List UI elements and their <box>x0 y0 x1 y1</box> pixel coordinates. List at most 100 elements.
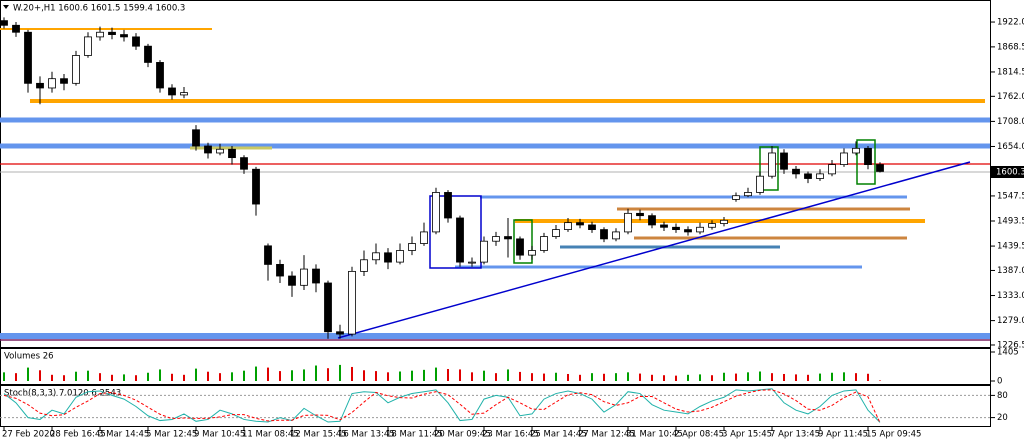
volume-bar <box>687 374 689 381</box>
main-pane <box>0 0 991 348</box>
volume-bar <box>759 371 761 381</box>
volume-bar <box>699 374 701 381</box>
volume-bar <box>435 367 437 381</box>
candle-body <box>744 192 752 197</box>
volume-bar <box>795 374 797 381</box>
candle-body <box>636 212 644 217</box>
volume-bar <box>783 373 785 381</box>
candle-body <box>624 212 632 233</box>
candle-body <box>36 82 44 89</box>
trend-line <box>337 161 971 339</box>
candle-body <box>336 331 344 335</box>
candle-body <box>528 250 536 256</box>
volume-bar <box>255 366 257 381</box>
candle-body <box>276 264 284 277</box>
candle-body <box>504 236 512 240</box>
volume-bar <box>471 372 473 381</box>
candle-body <box>48 78 56 89</box>
x-tick-label: 15 Apr 09:45 <box>866 430 921 440</box>
x-tick-label: 25 Mar 14:45 <box>530 430 587 440</box>
candle-body <box>828 164 836 175</box>
stoch-line <box>3 388 881 423</box>
stoch-pane <box>0 385 991 427</box>
candle-body <box>864 147 872 165</box>
collapse-icon[interactable] <box>3 5 9 9</box>
volume-bar <box>543 373 545 381</box>
volume-bar <box>579 374 581 381</box>
y-tick-label: 80 <box>997 391 1008 401</box>
candle-body <box>60 78 68 84</box>
volume-bar <box>591 373 593 381</box>
candle-body <box>672 226 680 230</box>
volume-bar <box>831 372 833 381</box>
candle-body <box>852 147 860 154</box>
candle-body <box>540 236 548 251</box>
volume-bar <box>411 370 413 381</box>
x-tick-label: 3 Apr 15:45 <box>722 430 772 440</box>
volume-bar <box>183 374 185 381</box>
candle-body <box>144 45 152 63</box>
volume-bar <box>51 374 53 381</box>
annotations <box>0 28 990 341</box>
candle-body <box>132 36 140 47</box>
candle-body <box>792 168 800 175</box>
candle-body <box>12 24 20 33</box>
box <box>856 139 876 185</box>
candle-body <box>456 217 464 263</box>
y-tick-label: 1814.5 <box>997 67 1024 77</box>
volume-bar <box>147 372 149 381</box>
y-tick-label: 1547.5 <box>997 191 1024 201</box>
volume-bar <box>867 373 869 381</box>
volume-bar <box>135 375 137 381</box>
volume-bar <box>315 365 317 381</box>
y-tick-label: 1868.5 <box>997 42 1024 52</box>
volume-bar <box>423 369 425 381</box>
volume-bar <box>111 374 113 381</box>
x-tick-label: 5 Mar 12:45 <box>146 430 197 440</box>
volume-bar <box>99 373 101 381</box>
x-tick-label: 27 Mar 12:45 <box>578 430 635 440</box>
candle-body <box>96 31 104 38</box>
candle-body <box>324 282 332 333</box>
x-tick-label: 12 Mar 15:45 <box>290 430 347 440</box>
candle-body <box>348 270 356 335</box>
x-tick-label: 2 Apr 08:45 <box>674 430 724 440</box>
candle-body <box>180 92 188 96</box>
stoch-title: Stoch(8,3,3) 7.0120 6.2543 <box>4 389 121 399</box>
y-tick-label: 1405 <box>997 348 1019 358</box>
x-tick-label: 3 Mar 14:45 <box>98 430 149 440</box>
y-tick-label: 1762.0 <box>997 92 1024 102</box>
price-label-box <box>991 166 1024 178</box>
candle-body <box>588 224 596 230</box>
volume-bar <box>279 371 281 381</box>
candle-body <box>216 148 224 154</box>
box <box>429 195 482 269</box>
candle-body <box>264 245 272 265</box>
volume-bar <box>483 370 485 381</box>
candle-body <box>780 152 788 170</box>
candle-body <box>576 222 584 226</box>
candle-body <box>696 226 704 233</box>
volume-bar <box>735 373 737 381</box>
candle-body <box>108 31 116 35</box>
x-tick-label: 9 Apr 11:45 <box>818 430 868 440</box>
volume-bar <box>39 370 41 381</box>
volume-bar <box>327 368 329 381</box>
candle-body <box>564 222 572 230</box>
volume-pane <box>0 348 991 385</box>
x-tick-label: 27 Feb 2020 <box>2 430 55 440</box>
candle-body <box>840 152 848 165</box>
box <box>513 219 533 264</box>
stoch-line <box>3 389 881 423</box>
candle-body <box>660 224 668 228</box>
volume-bar <box>663 375 665 381</box>
volume-bar <box>351 366 353 381</box>
x-tick-label: 23 Mar 16:45 <box>482 430 539 440</box>
y-tick-label: 1439.5 <box>997 242 1024 252</box>
volume-bar <box>375 371 377 381</box>
volume-bar <box>651 374 653 381</box>
candle-body <box>468 261 476 264</box>
volume-bar <box>3 372 5 381</box>
candle-body <box>0 20 8 26</box>
volume-bar <box>855 373 857 381</box>
